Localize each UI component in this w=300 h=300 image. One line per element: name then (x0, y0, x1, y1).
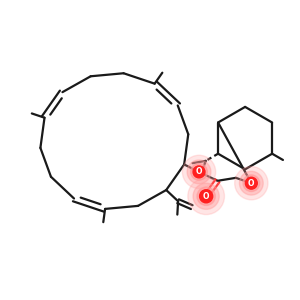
Circle shape (245, 177, 257, 189)
Text: O: O (196, 167, 202, 176)
Circle shape (193, 183, 219, 209)
Circle shape (188, 178, 224, 214)
Text: O: O (248, 179, 255, 188)
Circle shape (200, 190, 213, 203)
Circle shape (235, 167, 268, 200)
Circle shape (197, 187, 215, 206)
Circle shape (182, 155, 216, 188)
Circle shape (187, 160, 211, 184)
Text: O: O (203, 192, 209, 201)
Circle shape (191, 164, 207, 180)
Circle shape (239, 171, 263, 195)
Circle shape (243, 175, 260, 191)
Circle shape (193, 166, 205, 178)
